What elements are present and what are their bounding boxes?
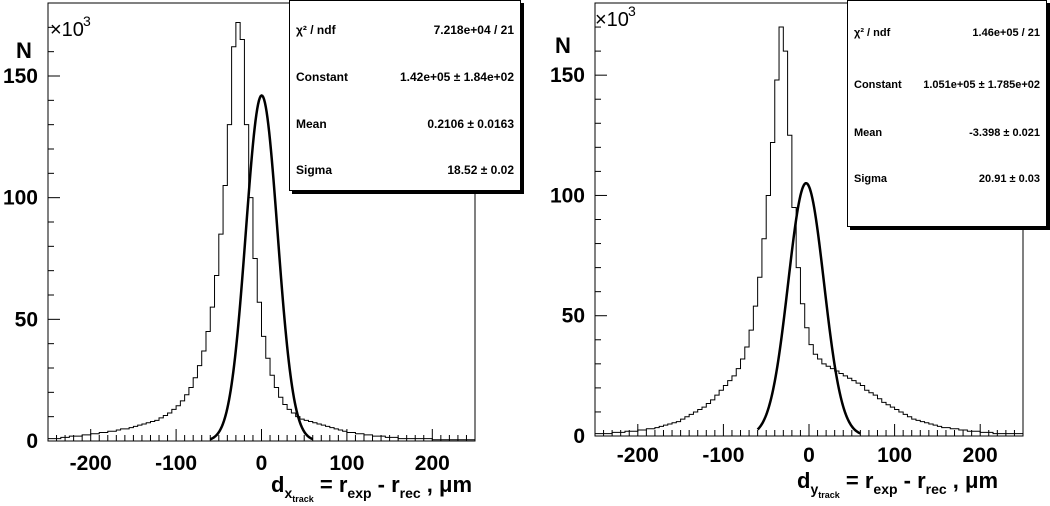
stat-row-chi2: χ² / ndf 7.218e+04 / 21: [296, 23, 514, 43]
fit-stats-box-x: χ² / ndf 7.218e+04 / 21 Constant 1.42e+0…: [289, 0, 521, 191]
x-tick-label: -200: [617, 444, 659, 467]
stat-row-mean: Mean 0.2106 ± 0.0163: [296, 117, 514, 137]
y-tick-label: 0: [26, 430, 38, 453]
y-tick-label: 100: [3, 187, 38, 210]
y-axis-label: N: [16, 38, 32, 63]
histogram-panel-x: -200 -100 0 100 200 0 50 100 150 N ×10 3 χ² / ndf 7…: [3, 0, 521, 504]
y-tick-label: 100: [550, 184, 585, 207]
x-tick-label: 100: [877, 444, 912, 467]
y-tick-label: 50: [15, 308, 38, 331]
stat-key: Constant: [854, 79, 902, 91]
stat-row-sigma: Sigma 20.91 ± 0.03: [854, 173, 1040, 193]
y-multiplier-exponent: 3: [83, 13, 91, 29]
y-tick-label: 150: [550, 64, 585, 87]
stat-value: 20.91 ± 0.03: [978, 173, 1040, 185]
x-axis-label: dxtrack = rexp - rrec , μm: [271, 472, 473, 504]
stat-key: Mean: [296, 117, 327, 131]
x-tick-label: -100: [702, 444, 744, 467]
x-tick-label: 200: [963, 444, 998, 467]
y-multiplier: ×10: [50, 19, 84, 41]
y-tick-label: 0: [573, 425, 585, 448]
stat-row-chi2: χ² / ndf 1.46e+05 / 21: [854, 27, 1040, 47]
stat-row-constant: Constant 1.42e+05 ± 1.84e+02: [296, 70, 514, 90]
y-tick-label: 150: [3, 65, 38, 88]
stat-key: Constant: [296, 70, 348, 84]
fit-stats-box-y: χ² / ndf 1.46e+05 / 21 Constant 1.051e+0…: [847, 0, 1047, 227]
stat-key: Sigma: [296, 163, 333, 177]
stat-key: χ² / ndf: [296, 23, 336, 37]
x-tick-label: -100: [155, 452, 197, 475]
stat-row-constant: Constant 1.051e+05 ± 1.785e+02: [854, 79, 1040, 99]
histogram-y-chart: -200 -100 0 100 200 0 50 100 150 N ×10 3: [550, 2, 1024, 467]
x-tick-label: 0: [256, 452, 268, 475]
y-multiplier: ×10: [595, 9, 629, 31]
y-tick-label: 50: [562, 305, 585, 328]
stat-value: 7.218e+04 / 21: [433, 23, 514, 37]
stat-key: Mean: [854, 127, 883, 139]
histogram-series: [47, 21, 476, 441]
x-tick-label: -200: [70, 452, 112, 475]
gaussian-fit-curve: [209, 94, 314, 441]
histogram-panel-y: -200 -100 0 100 200 0 50 100 150 N ×10 3 χ² / ndf 1…: [525, 0, 1050, 506]
x-tick-label: 100: [329, 452, 364, 475]
stat-value: 1.46e+05 / 21: [972, 27, 1040, 39]
histogram-series: [594, 26, 1024, 436]
stat-key: χ² / ndf: [854, 27, 891, 39]
stat-key: Sigma: [854, 173, 888, 185]
stat-value: 18.52 ± 0.02: [447, 163, 514, 177]
x-tick-label: 0: [803, 444, 815, 467]
stat-value: 1.42e+05 ± 1.84e+02: [399, 70, 514, 84]
x-axis-label: dytrack = rexp - rrec , μm: [797, 468, 999, 500]
stat-row-mean: Mean -3.398 ± 0.021: [854, 127, 1040, 147]
stat-value: 1.051e+05 ± 1.785e+02: [923, 79, 1040, 91]
stat-row-sigma: Sigma 18.52 ± 0.02: [296, 163, 514, 183]
y-multiplier-exponent: 3: [628, 3, 636, 19]
x-tick-label: 200: [415, 452, 450, 475]
stat-value: 0.2106 ± 0.0163: [427, 117, 514, 131]
gaussian-fit-curve: [756, 181, 861, 435]
y-axis-label: N: [555, 33, 571, 58]
stat-value: -3.398 ± 0.021: [969, 127, 1040, 139]
